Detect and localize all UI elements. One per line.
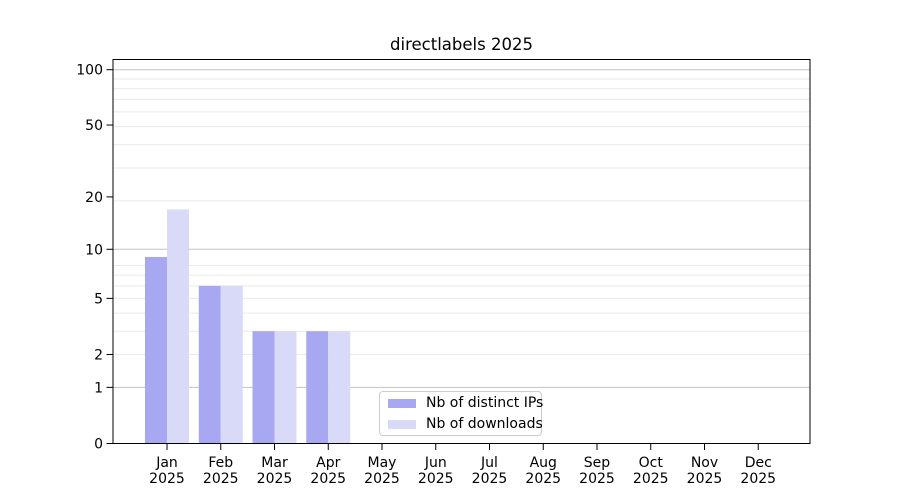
x-tick-year-feb: 2025 <box>203 471 239 487</box>
y-tick-label-5: 5 <box>94 291 103 307</box>
x-tick-label-jul: Jul <box>480 455 498 471</box>
x-tick-label-mar: Mar <box>261 455 288 471</box>
x-tick-year-jan: 2025 <box>149 471 185 487</box>
bar-mar-downloads <box>274 331 297 444</box>
x-tick-year-dec: 2025 <box>740 471 776 487</box>
y-tick-label-20: 20 <box>85 190 103 206</box>
legend-swatch-distinct-ips <box>388 398 416 408</box>
x-tick-year-may: 2025 <box>364 471 400 487</box>
bar-jan-downloads <box>167 209 189 444</box>
x-tick-year-apr: 2025 <box>310 471 346 487</box>
legend-item-distinct-ips: Nb of distinct IPs <box>388 394 544 412</box>
x-tick-year-mar: 2025 <box>257 471 293 487</box>
y-tick-label-10: 10 <box>85 242 103 258</box>
bar-feb-distinct-ips <box>198 285 221 444</box>
bar-apr-distinct-ips <box>306 331 329 444</box>
x-tick-year-aug: 2025 <box>525 471 561 487</box>
bar-apr-downloads <box>328 331 351 444</box>
chart-title: directlabels 2025 <box>390 35 533 54</box>
x-tick-year-jul: 2025 <box>472 471 508 487</box>
axes-spines <box>112 59 811 444</box>
x-tick-year-oct: 2025 <box>633 471 669 487</box>
y-tick-label-50: 50 <box>85 118 103 134</box>
x-tick-label-apr: Apr <box>316 455 340 471</box>
x-tick-year-sep: 2025 <box>579 471 615 487</box>
legend-item-downloads: Nb of downloads <box>388 415 543 433</box>
bar-jan-distinct-ips <box>145 257 167 444</box>
x-tick-label-may: May <box>368 455 397 471</box>
bar-feb-downloads <box>220 285 243 444</box>
x-tick-label-jan: Jan <box>155 455 178 471</box>
x-tick-label-jun: Jun <box>424 455 447 471</box>
x-tick-label-oct: Oct <box>639 455 664 471</box>
legend-swatch-downloads <box>388 419 416 429</box>
x-tick-year-jun: 2025 <box>418 471 454 487</box>
x-tick-label-dec: Dec <box>745 455 772 471</box>
y-tick-label-0: 0 <box>94 437 103 453</box>
legend: Nb of distinct IPs Nb of downloads <box>379 391 544 436</box>
x-tick-label-sep: Sep <box>584 455 611 471</box>
y-tick-label-1: 1 <box>94 380 103 396</box>
legend-label-distinct-ips: Nb of distinct IPs <box>426 394 544 411</box>
y-tick-label-2: 2 <box>94 348 103 364</box>
bar-mar-distinct-ips <box>252 331 275 444</box>
y-tick-label-100: 100 <box>76 63 103 79</box>
x-tick-label-nov: Nov <box>691 455 718 471</box>
x-tick-year-nov: 2025 <box>687 471 723 487</box>
x-tick-label-feb: Feb <box>208 455 233 471</box>
legend-label-downloads: Nb of downloads <box>426 415 543 432</box>
x-tick-label-aug: Aug <box>530 455 557 471</box>
